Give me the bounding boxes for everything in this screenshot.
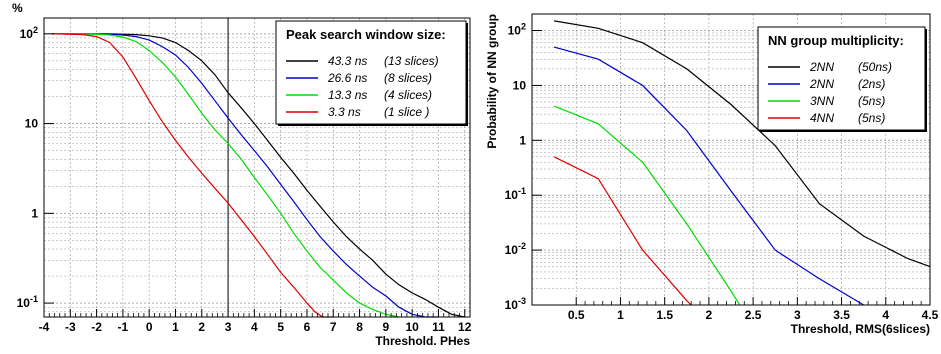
x-tick-label: 4.5 — [922, 308, 939, 322]
legend-entry-2: 2NN — [809, 77, 834, 91]
x-tick-label: 7 — [330, 320, 337, 334]
x-tick-label: 5 — [277, 320, 284, 334]
x-tick-label: 3.5 — [833, 308, 850, 322]
y-tick-label: 10-3 — [505, 296, 526, 312]
legend-note-2: (8 slices) — [384, 71, 432, 85]
x-tick-label: 4 — [251, 320, 258, 334]
legend-note-3: (5ns) — [858, 94, 885, 108]
x-tick-label: 1.5 — [656, 308, 673, 322]
x-axis-title: Threshold. PHes — [375, 334, 470, 348]
y-tick-label: 1 — [519, 133, 526, 147]
x-tick-label: 3 — [794, 308, 801, 322]
legend-note-1: (13 slices) — [384, 54, 439, 68]
y-tick-label: 10 — [513, 78, 527, 92]
axes-frame — [531, 13, 931, 306]
x-tick-label: -3 — [65, 320, 76, 334]
chart-1: -4 -3 -2 -1 0 1 2 3 4 5 6 7 8 9 10 11 1210-1110102Thresh… — [12, 1, 472, 348]
y-axis-title: Probability of NN group — [485, 14, 499, 149]
legend-entry-3: 13.3 ns — [328, 88, 367, 102]
x-tick-label: 12 — [458, 320, 472, 334]
legend-note-4: (1 slice ) — [384, 105, 429, 119]
chart-2: 0.5 1 1.5 2 2.5 3 3.5 4 4.5 10-3 10-2 10-1 1 10 102 Thr… — [485, 13, 939, 336]
x-tick-label: 10 — [405, 320, 419, 334]
legend-entry-4: 3.3 ns — [328, 105, 361, 119]
y-tick-label: 102 — [20, 25, 38, 41]
legend-entry-3: 3NN — [810, 94, 834, 108]
y-tick-label: 1 — [31, 206, 38, 220]
legend-entry-1: 43.3 ns — [328, 54, 367, 68]
legend-title: NN group multiplicity: — [768, 33, 904, 48]
x-axis-title: Threshold, RMS(6slices) — [791, 322, 930, 336]
x-tick-label: 9 — [383, 320, 390, 334]
x-tick-label: 4 — [882, 308, 889, 322]
x-tick-label: 1 — [617, 308, 624, 322]
legend-entry-4: 4NN — [810, 111, 834, 125]
legend-entry-2: 26.6 ns — [327, 71, 367, 85]
legend-box — [275, 20, 467, 125]
legend: NN group multiplicity: 2NN (50ns) 2NN (2ns) 3… — [757, 26, 927, 132]
axes-frame — [43, 17, 471, 318]
y-axis-title: % — [12, 1, 23, 15]
series-line-2 — [553, 46, 865, 306]
y-tick-label: 10-1 — [17, 294, 38, 310]
series-line-3 — [553, 105, 741, 306]
x-tick-label: 0 — [146, 320, 153, 334]
x-tick-label: 6 — [304, 320, 311, 334]
series-line-1 — [554, 20, 931, 268]
legend-note-1: (50ns) — [858, 60, 892, 74]
legend-note-4: (5ns) — [858, 111, 885, 125]
series-line-1 — [51, 33, 465, 318]
legend-title: Peak search window size: — [286, 27, 446, 42]
x-tick-label: -2 — [91, 320, 102, 334]
series-line-2 — [51, 33, 439, 318]
x-tick-label: -4 — [39, 320, 50, 334]
legend-note-2: (2ns) — [858, 77, 885, 91]
x-tick-label: 11 — [432, 320, 445, 334]
x-tick-label: 2 — [706, 308, 713, 322]
legend-note-3: (4 slices) — [384, 88, 432, 102]
y-tick-label: 102 — [508, 22, 526, 38]
legend-entry-1: 2NN — [809, 60, 834, 74]
series-line-4 — [51, 33, 334, 318]
y-tick-label: 10-1 — [505, 186, 526, 202]
series-line-3 — [51, 33, 400, 318]
series-line-4 — [553, 156, 692, 306]
x-tick-label: 3 — [225, 320, 232, 334]
x-tick-label: 2 — [198, 320, 205, 334]
x-tick-label: 8 — [356, 320, 363, 334]
x-tick-label: -1 — [118, 320, 129, 334]
x-tick-label: 2.5 — [745, 308, 762, 322]
x-tick-label: 0.5 — [568, 308, 585, 322]
y-tick-label: 10-2 — [505, 241, 526, 257]
legend-box — [757, 26, 926, 131]
legend: Peak search window size: 43.3 ns (13 slice… — [275, 20, 468, 126]
x-tick-label: 1 — [172, 320, 179, 334]
y-tick-label: 10 — [25, 117, 39, 131]
